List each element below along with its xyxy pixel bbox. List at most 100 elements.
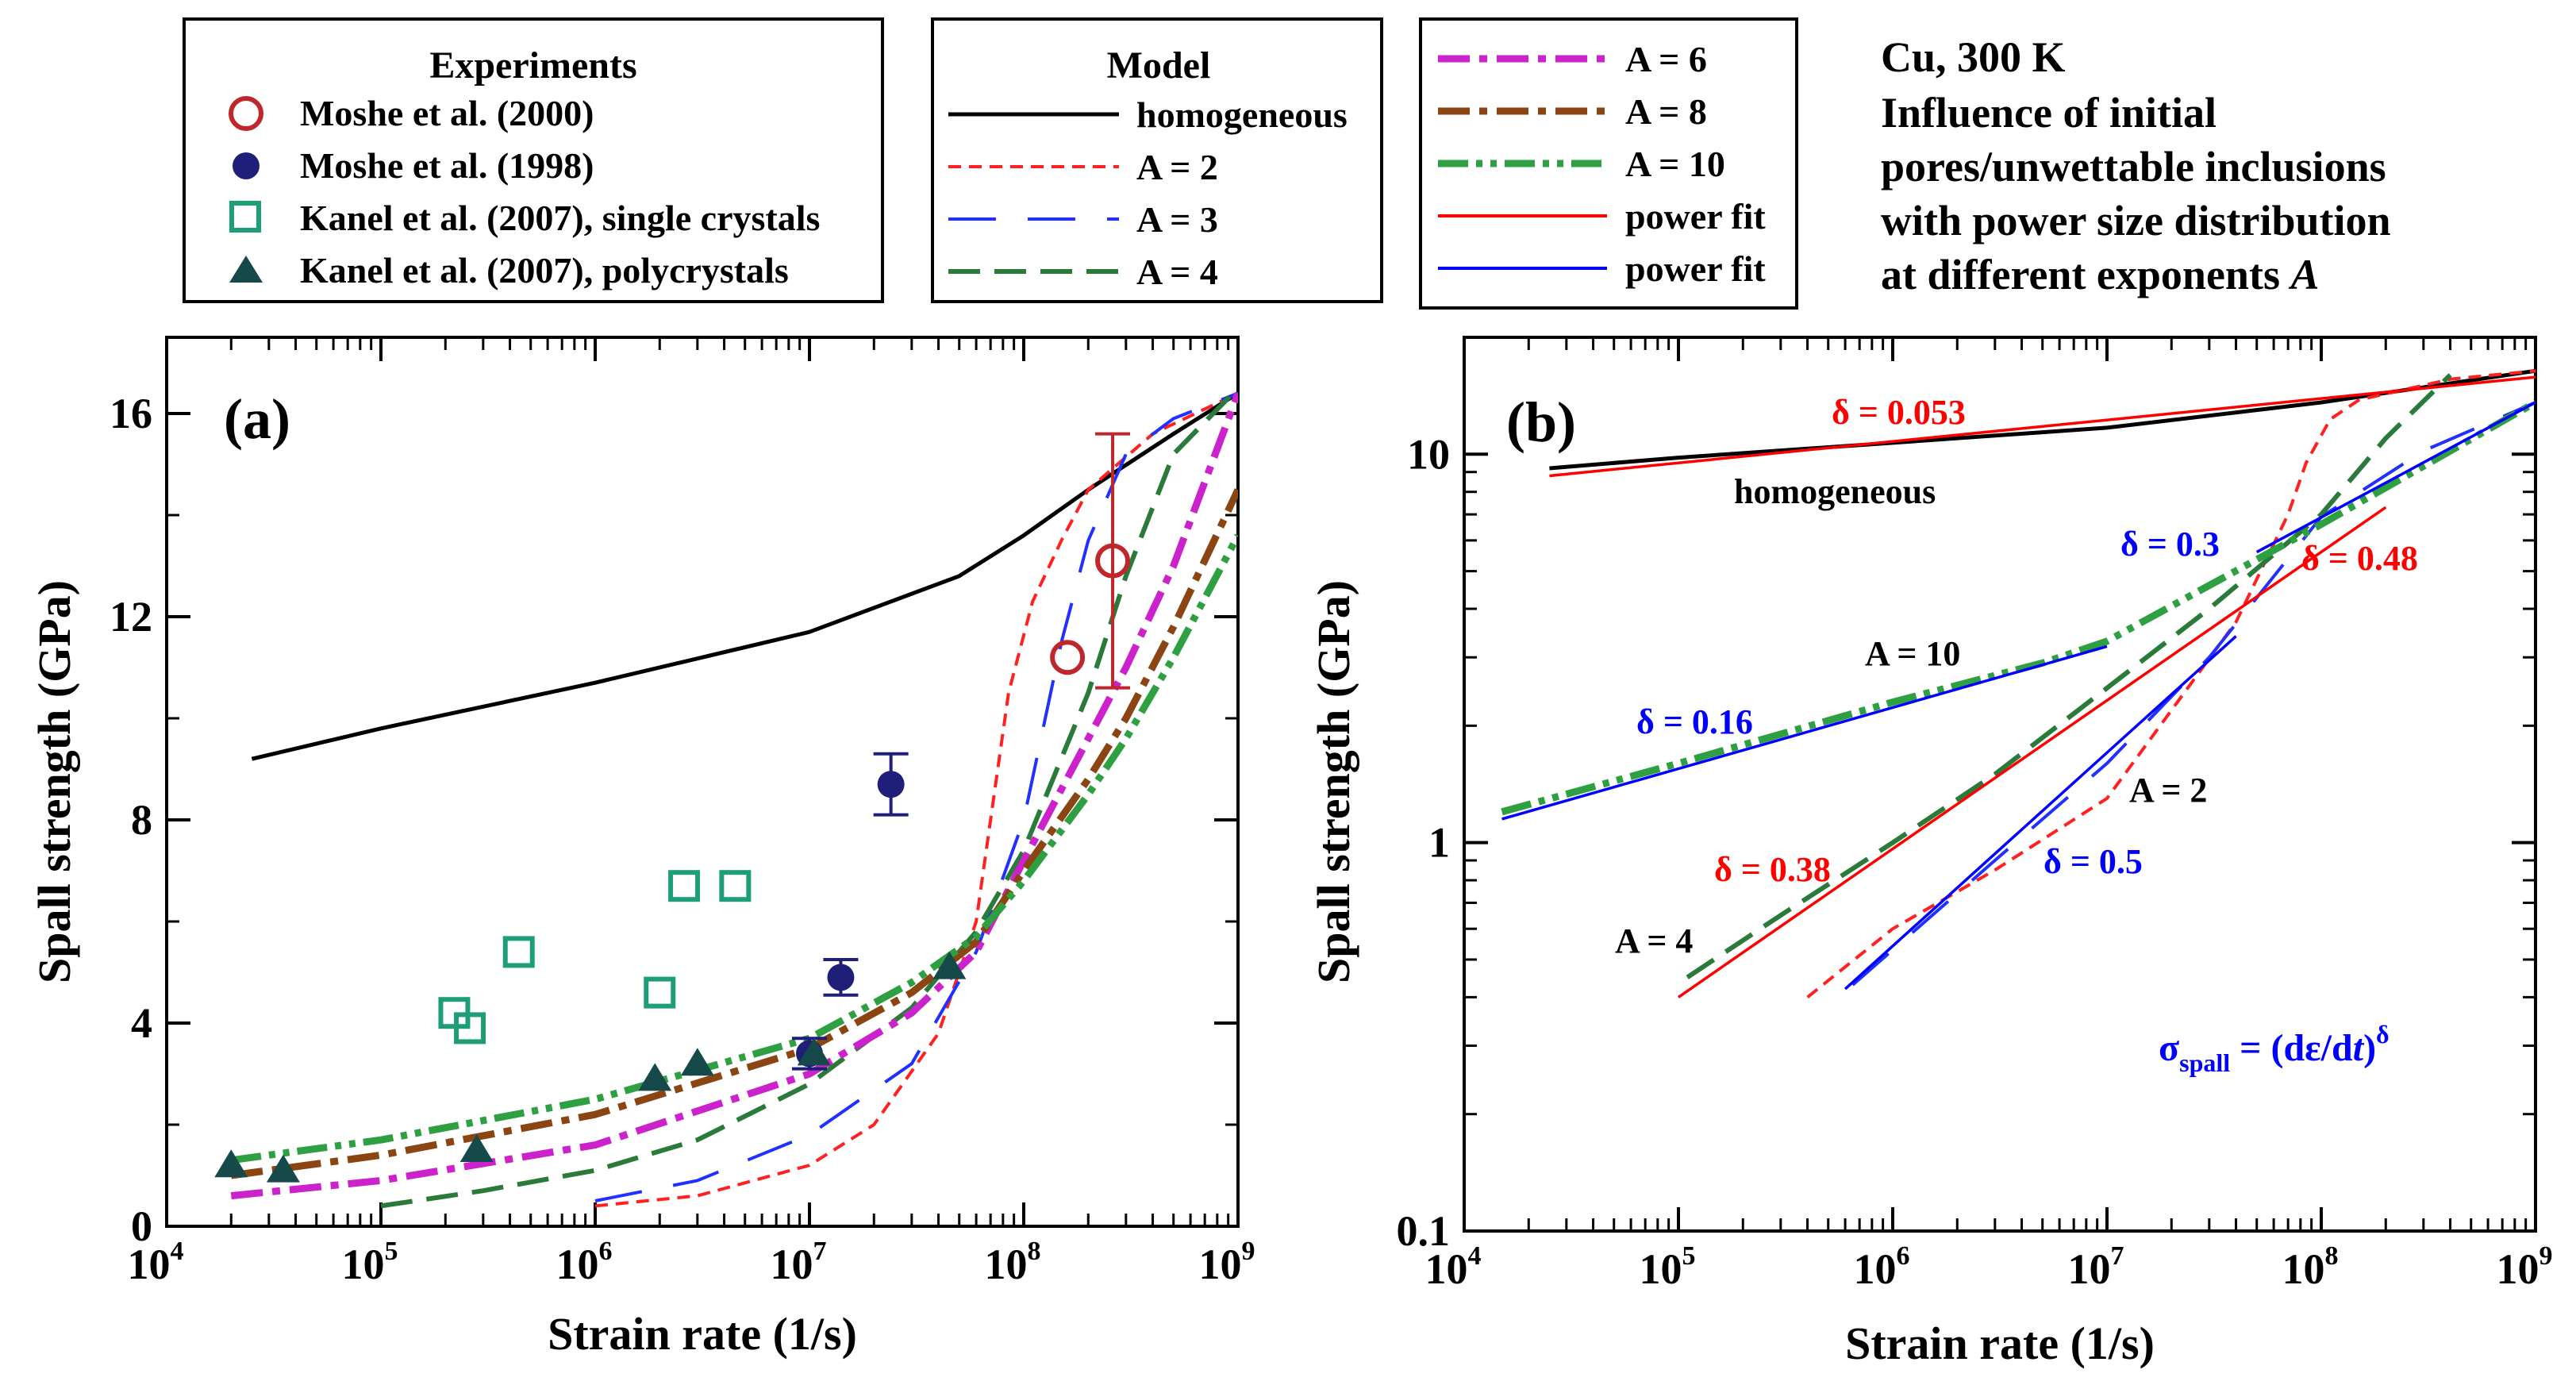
x-tick-label: 107: [771, 1237, 827, 1288]
legend-label-power-fit-blue: power fit: [1625, 248, 1766, 289]
x-tick-label: 105: [342, 1237, 398, 1288]
legend-marker-filled-triangle: [229, 256, 263, 283]
power-fit-line-3: [1678, 506, 2387, 998]
annotation-delta-05: δ = 0.5: [2043, 842, 2143, 881]
series-line-a-3: [1851, 401, 2536, 987]
panel-b-power-fits: [1501, 375, 2536, 998]
x-tick-label: 105: [1640, 1241, 1696, 1293]
annotation-block: Cu, 300 K Influence of initial pores/unw…: [1881, 33, 2391, 298]
formula-sigma-sub: spall: [2179, 1048, 2230, 1077]
legend-label-kanel-poly: Kanel et al. (2007), polycrystals: [300, 250, 789, 290]
legend-model: Model homogeneous A = 2 A = 3 A = 4: [931, 17, 1383, 303]
legend-label-a8: A = 8: [1625, 91, 1707, 132]
formula-t: t: [2353, 1027, 2365, 1069]
y-tick-label: 8: [131, 796, 152, 844]
annotation-delta-03: δ = 0.3: [2120, 525, 2220, 564]
legend-label-power-fit-red: power fit: [1625, 196, 1766, 237]
series-line-a-10: [230, 533, 1238, 1164]
y-tick-label: 0: [131, 1202, 152, 1250]
data-point-kanel-et-al-2007-polycrystals: [638, 1063, 672, 1091]
x-tick-label: 106: [1854, 1241, 1910, 1293]
legend-label-a4: A = 4: [1136, 252, 1218, 292]
data-point-moshe-et-al-1998: [877, 771, 905, 798]
annotation-line-2: Influence of initial: [1881, 89, 2217, 137]
x-tick-label: 104: [128, 1237, 184, 1288]
series-line-a-4: [380, 386, 1238, 1209]
data-point-kanel-et-al-2007-polycrystals: [932, 951, 967, 979]
legend-marker-open-square: [229, 201, 261, 233]
panel-b-ticks: [1463, 336, 2537, 1233]
series-line-a-3: [594, 391, 1238, 1202]
panel-a-tick-labels: 104 105 106 107 108 109 0 4 8 12 16: [110, 390, 1255, 1288]
annotation-delta-048: δ = 0.48: [2301, 539, 2418, 578]
data-point-kanel-et-al-2007-single-crystals: [719, 870, 752, 902]
x-tick-label: 108: [985, 1237, 1041, 1288]
legend-marker-filled-circle: [233, 152, 260, 179]
legend-label-moshe-2000: Moshe et al. (2000): [300, 93, 594, 133]
chart-panel-a: 104 105 106 107 108 109 0 4 8 12 16 (a) Strain rat…: [29, 336, 1255, 1360]
legend-label-moshe-1998: Moshe et al. (1998): [300, 145, 594, 186]
y-tick-label: 0.1: [1397, 1207, 1451, 1255]
data-point-moshe-et-al-1998: [827, 964, 855, 991]
legend-model2-frame: [1419, 17, 1798, 310]
data-point-kanel-et-al-2007-polycrystals: [459, 1134, 494, 1162]
legend-experiments: Experiments Moshe et al. (2000) Moshe et…: [183, 17, 884, 303]
legend-label-kanel-single: Kanel et al. (2007), single crystals: [300, 198, 820, 238]
panel-a-ylabel: Spall strength (GPa): [29, 580, 80, 983]
series-line-homogeneous: [1549, 368, 2536, 471]
data-point-kanel-et-al-2007-polycrystals: [680, 1048, 714, 1076]
annotation-line-5-text: at different exponents: [1881, 251, 2290, 298]
x-tick-label: 108: [2282, 1241, 2339, 1293]
annotation-homogeneous: homogeneous: [1734, 472, 1936, 511]
formula-delta-sup: δ: [2376, 1020, 2390, 1048]
panel-b-tick-labels: 104 105 106 107 108 109 0.1 1 10: [1397, 430, 2553, 1293]
power-fit-line-2: [1501, 644, 2108, 821]
y-tick-label: 4: [131, 999, 152, 1047]
power-fit-line-5: [2255, 401, 2536, 554]
series-line-a-6: [230, 391, 1238, 1200]
legend-label-homogeneous: homogeneous: [1136, 94, 1348, 135]
legend-model-title: Model: [1107, 44, 1211, 87]
panel-b-frame: [1463, 336, 2537, 1233]
legend-model-continued: A = 6 A = 8 A = 10 power fit power fit: [1419, 17, 1798, 310]
annotation-delta-038: δ = 0.38: [1714, 850, 1831, 889]
x-tick-label: 107: [2068, 1241, 2124, 1293]
data-point-kanel-et-al-2007-polycrystals: [266, 1154, 300, 1183]
legend-experiments-frame: [183, 17, 884, 303]
annotation-a10: A = 10: [1865, 634, 1960, 673]
power-fit-line-1: [1549, 375, 2536, 478]
formula-sigma-spall: σspall = (dε/dt)δ: [2159, 1020, 2390, 1077]
data-point-kanel-et-al-2007-single-crystals: [644, 976, 676, 1009]
annotation-a4: A = 4: [1615, 921, 1693, 960]
panel-a-frame: [165, 336, 1240, 1228]
legend-experiments-title: Experiments: [429, 44, 636, 87]
data-point-moshe-et-al-2000: [1050, 640, 1086, 675]
legend-model-frame: [931, 17, 1383, 303]
panel-a-label: (a): [224, 387, 290, 451]
y-tick-label: 10: [1407, 430, 1450, 478]
series-line-a-10: [1501, 399, 2536, 816]
panel-b-label: (b): [1506, 390, 1576, 454]
legend-label-a2: A = 2: [1136, 147, 1218, 187]
data-point-moshe-et-al-2000: [1095, 543, 1131, 579]
panel-a-xlabel: Strain rate (1/s): [548, 1308, 857, 1360]
annotation-line-5: at different exponents A: [1881, 251, 2320, 298]
panel-a-series: [230, 386, 1238, 1209]
annotation-delta-016: δ = 0.16: [1636, 702, 1753, 741]
series-line-a-8: [230, 488, 1238, 1179]
data-point-kanel-et-al-2007-single-crystals: [454, 1012, 486, 1045]
formula-body-1: = (dε/d: [2230, 1027, 2353, 1069]
panel-a-points: [214, 432, 1131, 1183]
data-point-kanel-et-al-2007-polycrystals: [214, 1149, 248, 1178]
x-tick-label: 109: [2497, 1241, 2553, 1293]
formula-sigma: σ: [2159, 1027, 2179, 1069]
annotation-exponent-symbol: A: [2288, 251, 2319, 298]
annotation-a2: A = 2: [2129, 771, 2207, 810]
annotation-line-4: with power size distribution: [1881, 197, 2391, 244]
annotation-line-3: pores/unwettable inclusions: [1881, 143, 2386, 190]
data-point-kanel-et-al-2007-single-crystals: [502, 936, 535, 968]
y-tick-label: 16: [110, 390, 152, 437]
annotation-line-1: Cu, 300 K: [1881, 33, 2066, 81]
series-line-a-2: [1806, 369, 2536, 998]
